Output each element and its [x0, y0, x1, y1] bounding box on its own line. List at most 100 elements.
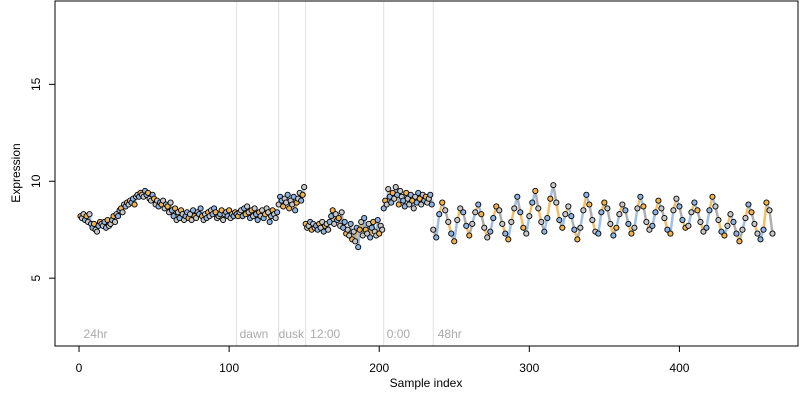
data-point — [481, 224, 488, 231]
data-point — [694, 207, 701, 214]
data-point — [763, 199, 770, 206]
y-axis: 5 10 15 — [29, 77, 56, 282]
condition-labels: 24hr dawn dusk 12:00 0:00 48hr — [84, 327, 462, 341]
data-point — [346, 232, 353, 239]
x-axis-label: Sample index — [390, 376, 463, 390]
data-point — [114, 213, 122, 220]
data-point — [496, 207, 503, 214]
data-point — [475, 201, 482, 208]
data-point — [347, 220, 354, 227]
series-line-segment — [768, 209, 774, 235]
data-point — [529, 199, 536, 206]
data-point — [709, 193, 716, 200]
data-point — [730, 218, 737, 226]
data-point — [505, 236, 512, 243]
data-point — [487, 228, 494, 235]
data-point — [355, 244, 362, 251]
data-point — [574, 236, 581, 243]
data-point — [580, 207, 587, 214]
data-point — [565, 203, 572, 210]
data-point — [718, 228, 725, 235]
condition-label: 0:00 — [387, 327, 411, 341]
data-points — [77, 182, 776, 251]
data-point — [526, 213, 533, 220]
data-point — [427, 191, 434, 198]
data-point — [280, 203, 287, 210]
data-point — [352, 238, 359, 245]
data-point — [589, 216, 596, 224]
data-point — [631, 224, 638, 231]
data-point — [766, 207, 773, 214]
y-tick-label: 5 — [29, 275, 43, 282]
data-point — [392, 184, 399, 191]
x-tick-label: 400 — [669, 361, 689, 375]
data-point — [284, 191, 291, 198]
data-point — [433, 234, 440, 241]
data-point — [640, 203, 647, 210]
condition-label: 48hr — [438, 327, 462, 341]
data-point — [649, 222, 656, 229]
data-point — [595, 230, 602, 237]
data-point — [164, 203, 171, 210]
data-point — [160, 197, 167, 204]
data-point — [544, 215, 551, 222]
data-point — [619, 201, 626, 208]
data-point — [448, 230, 455, 237]
data-point — [380, 205, 387, 212]
data-point — [532, 187, 539, 194]
data-point — [727, 211, 734, 218]
data-point — [266, 218, 273, 226]
data-point — [616, 211, 623, 218]
data-point — [673, 195, 680, 202]
data-point — [556, 216, 563, 224]
data-point — [601, 199, 608, 206]
data-point — [685, 222, 692, 229]
data-point — [490, 215, 497, 222]
data-point — [410, 205, 417, 212]
data-point — [769, 230, 776, 237]
data-point — [469, 220, 476, 227]
x-tick-label: 0 — [76, 361, 83, 375]
y-axis-label: Expression — [9, 143, 23, 202]
data-point — [395, 201, 402, 208]
data-point — [439, 199, 446, 206]
data-point — [478, 211, 485, 218]
data-point — [502, 230, 509, 237]
data-point — [388, 199, 395, 206]
data-point — [706, 207, 713, 214]
data-point — [301, 184, 308, 191]
data-point — [292, 207, 299, 214]
data-point — [643, 218, 650, 226]
data-point — [329, 207, 336, 214]
condition-label: dawn — [240, 327, 269, 341]
data-point — [167, 199, 174, 206]
data-point — [93, 228, 101, 235]
data-point — [664, 226, 671, 233]
data-point — [712, 203, 719, 210]
data-point — [454, 216, 461, 224]
data-point — [197, 205, 204, 212]
data-point — [436, 211, 443, 218]
data-point — [350, 228, 357, 235]
data-point — [568, 213, 575, 220]
data-point — [418, 201, 425, 208]
data-point — [341, 218, 348, 226]
data-point — [331, 220, 338, 227]
data-point — [658, 205, 665, 212]
data-point — [220, 216, 227, 224]
data-point — [508, 218, 515, 226]
data-point — [661, 215, 668, 222]
data-point — [428, 201, 435, 208]
data-point — [625, 220, 632, 227]
series-line-segment — [633, 207, 639, 230]
data-point — [374, 216, 381, 224]
data-point — [742, 215, 749, 222]
data-point — [251, 205, 258, 212]
series-line-segment — [762, 201, 768, 231]
data-point — [325, 226, 332, 233]
data-point — [520, 224, 527, 231]
data-point — [457, 205, 464, 212]
data-point — [637, 193, 644, 200]
data-point — [760, 226, 767, 233]
data-point — [715, 216, 722, 224]
